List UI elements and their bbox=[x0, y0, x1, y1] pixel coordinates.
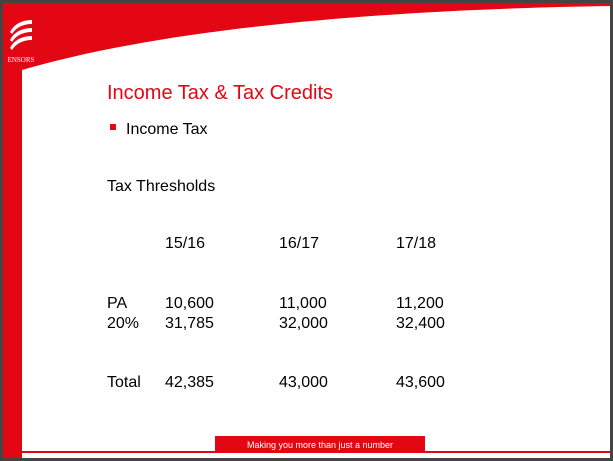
logo-mark bbox=[10, 20, 32, 50]
cell: 31,785 bbox=[165, 315, 214, 332]
bullet-marker bbox=[110, 124, 116, 130]
subtitle: Tax Thresholds bbox=[107, 178, 215, 195]
footer-bar bbox=[215, 436, 425, 453]
cell: 11,200 bbox=[396, 295, 444, 312]
cell: 32,000 bbox=[279, 315, 328, 332]
cell: 32,400 bbox=[396, 315, 445, 332]
column-header: 15/16 bbox=[165, 235, 205, 252]
logo-text: ENSORS bbox=[8, 56, 35, 64]
cell: 11,000 bbox=[279, 295, 327, 312]
table: 15/16 16/17 17/18 PA 10,600 11,000 11,200 20% 31… bbox=[107, 235, 445, 391]
row-label: 20% bbox=[107, 315, 139, 332]
cell: 43,600 bbox=[396, 374, 445, 391]
column-header: 17/18 bbox=[396, 235, 436, 252]
row-label: Total bbox=[107, 374, 141, 391]
column-header: 16/17 bbox=[279, 235, 319, 252]
cell: 10,600 bbox=[165, 295, 214, 312]
bullet-text: Income Tax bbox=[126, 121, 208, 138]
cell: 43,000 bbox=[279, 374, 328, 391]
row-label: PA bbox=[107, 295, 127, 312]
slide-title: Income Tax & Tax Credits bbox=[107, 82, 333, 104]
footer-text: Making you more than just a number bbox=[247, 440, 393, 450]
cell: 42,385 bbox=[165, 374, 214, 391]
